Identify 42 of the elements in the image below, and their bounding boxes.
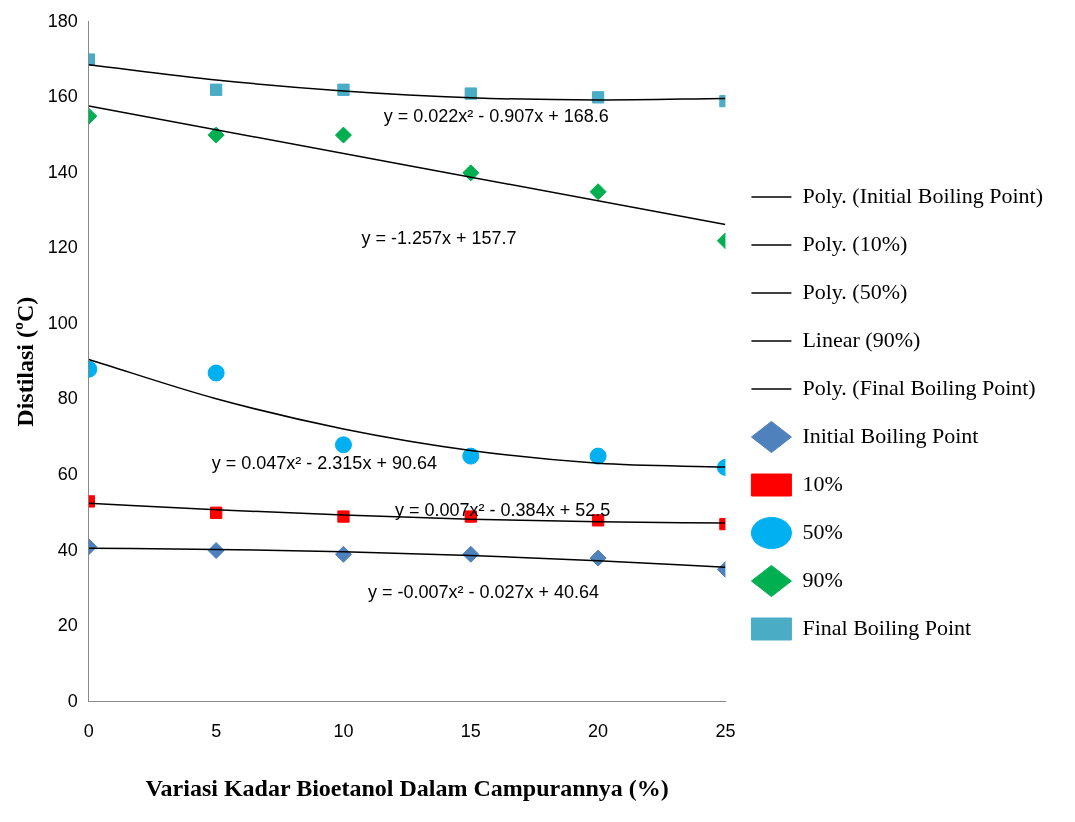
legend-label: Poly. (50%): [802, 278, 908, 304]
annotation: y = -1.257x + 157.7: [361, 228, 517, 249]
legend-label: 50%: [802, 518, 843, 544]
annotation: y = 0.022x² - 0.907x + 168.6: [383, 105, 609, 126]
point: [334, 126, 352, 144]
y-tick-label: 180: [47, 10, 78, 31]
legend-label: 10%: [802, 470, 843, 496]
legend-label: Linear (90%): [802, 326, 921, 352]
x-axis-title: Variasi Kadar Bioetanol Dalam Campurannya (%): [145, 774, 669, 801]
x-tick-label: 0: [83, 721, 94, 742]
legend-label: Poly. (Initial Boiling Point): [802, 182, 1044, 208]
y-tick-label: 140: [47, 161, 78, 182]
point: [334, 436, 352, 454]
y-tick-label: 80: [57, 388, 78, 409]
annotation: y = 0.007x² - 0.384x + 52.5: [395, 500, 611, 521]
x-tick-label: 20: [588, 721, 609, 742]
legend-label: Final Boiling Point: [802, 614, 972, 640]
legend-label: Poly. (10%): [802, 230, 908, 256]
point: [209, 83, 223, 96]
x-tick-label: 25: [715, 721, 736, 742]
point: [207, 364, 225, 382]
annotation: y = 0.047x² - 2.315x + 90.64: [211, 452, 437, 473]
x-tick-label: 10: [333, 721, 354, 742]
x-tick-label: 5: [211, 721, 222, 742]
point: [462, 164, 480, 182]
x-tick-label: 15: [460, 721, 481, 742]
y-tick-label: 160: [47, 86, 78, 107]
point: [207, 126, 225, 144]
y-axis-title: Distilasi (ºC): [11, 296, 38, 427]
legend-label: Poly. (Final Boiling Point): [802, 374, 1036, 400]
y-tick-label: 120: [47, 237, 78, 258]
y-tick-label: 40: [57, 539, 78, 560]
y-tick-label: 100: [47, 312, 78, 333]
point: [589, 183, 607, 201]
point: [589, 447, 607, 465]
legend-label: Initial Boiling Point: [802, 422, 979, 448]
y-tick-label: 60: [57, 463, 78, 484]
point: [462, 447, 480, 465]
y-tick-label: 0: [67, 690, 78, 711]
annotation: y = -0.007x² - 0.027x + 40.64: [367, 581, 600, 602]
y-tick-label: 20: [57, 615, 78, 636]
legend-label: 90%: [802, 566, 843, 592]
